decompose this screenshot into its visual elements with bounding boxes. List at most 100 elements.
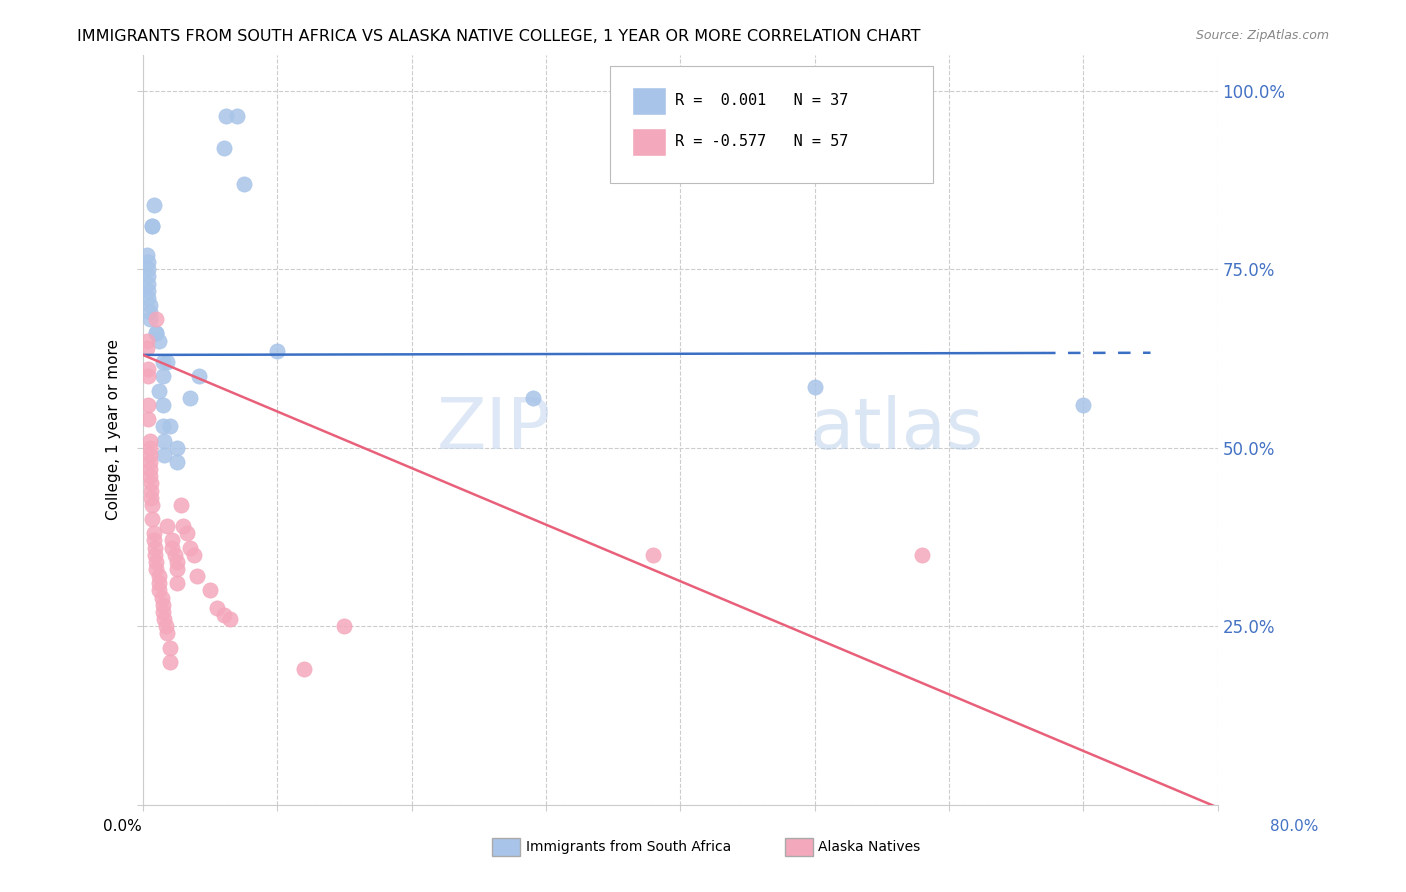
Point bbox=[803, 380, 825, 394]
Point bbox=[136, 291, 159, 305]
Text: Source: ZipAtlas.com: Source: ZipAtlas.com bbox=[1195, 29, 1329, 42]
Point bbox=[159, 655, 181, 669]
Bar bbox=[631, 128, 666, 156]
Point bbox=[138, 462, 160, 476]
Point bbox=[142, 533, 165, 548]
Point bbox=[136, 334, 159, 348]
Point bbox=[153, 448, 176, 462]
Point bbox=[179, 541, 201, 555]
Point bbox=[166, 455, 188, 469]
Text: Alaska Natives: Alaska Natives bbox=[818, 840, 921, 855]
Text: Immigrants from South Africa: Immigrants from South Africa bbox=[526, 840, 731, 855]
Point bbox=[136, 269, 159, 284]
Point bbox=[143, 548, 166, 562]
Point bbox=[159, 640, 181, 655]
Point bbox=[162, 533, 184, 548]
Point bbox=[183, 548, 205, 562]
Y-axis label: College, 1 year or more: College, 1 year or more bbox=[107, 339, 121, 520]
Point bbox=[152, 369, 174, 384]
Point bbox=[138, 298, 160, 312]
Point bbox=[522, 391, 544, 405]
Point bbox=[142, 526, 165, 541]
Bar bbox=[631, 87, 666, 115]
Point bbox=[159, 419, 181, 434]
Point bbox=[172, 519, 194, 533]
Point bbox=[198, 583, 221, 598]
Point bbox=[266, 344, 288, 359]
Point bbox=[176, 526, 198, 541]
Point bbox=[142, 198, 165, 212]
Point bbox=[139, 476, 162, 491]
Point bbox=[136, 369, 159, 384]
Point bbox=[136, 398, 159, 412]
Point bbox=[152, 605, 174, 619]
Point bbox=[911, 548, 934, 562]
Text: 80.0%: 80.0% bbox=[1271, 820, 1319, 834]
Point bbox=[1073, 398, 1095, 412]
Point bbox=[226, 109, 249, 123]
Point bbox=[219, 612, 242, 626]
Point bbox=[136, 255, 159, 269]
Point bbox=[148, 384, 170, 398]
Point bbox=[643, 548, 665, 562]
Text: R =  0.001   N = 37: R = 0.001 N = 37 bbox=[675, 94, 848, 108]
Point bbox=[232, 177, 254, 191]
Point bbox=[138, 312, 160, 326]
Point bbox=[136, 262, 159, 277]
Point bbox=[136, 362, 159, 376]
Point bbox=[153, 434, 176, 448]
Point bbox=[188, 369, 211, 384]
Point bbox=[139, 483, 162, 498]
Point bbox=[165, 548, 187, 562]
Point bbox=[141, 498, 163, 512]
Point bbox=[152, 398, 174, 412]
Point bbox=[136, 412, 159, 426]
Point bbox=[145, 562, 167, 576]
Point bbox=[138, 434, 160, 448]
Point bbox=[145, 312, 167, 326]
Point bbox=[145, 555, 167, 569]
Point bbox=[179, 391, 201, 405]
Point bbox=[141, 512, 163, 526]
Text: R = -0.577   N = 57: R = -0.577 N = 57 bbox=[675, 134, 848, 149]
Point bbox=[138, 441, 160, 455]
Text: IMMIGRANTS FROM SOUTH AFRICA VS ALASKA NATIVE COLLEGE, 1 YEAR OR MORE CORRELATIO: IMMIGRANTS FROM SOUTH AFRICA VS ALASKA N… bbox=[77, 29, 921, 44]
Point bbox=[162, 541, 184, 555]
Point bbox=[145, 326, 167, 341]
Point bbox=[156, 519, 179, 533]
Point bbox=[136, 341, 159, 355]
Point bbox=[152, 355, 174, 369]
Point bbox=[155, 619, 177, 633]
Point bbox=[136, 248, 159, 262]
Point bbox=[212, 141, 235, 155]
Point bbox=[150, 591, 173, 605]
Point bbox=[166, 441, 188, 455]
Point bbox=[292, 662, 315, 676]
Point bbox=[148, 334, 170, 348]
Point bbox=[1233, 623, 1256, 637]
Point bbox=[139, 491, 162, 505]
Point bbox=[153, 612, 176, 626]
Point bbox=[212, 608, 235, 623]
Point bbox=[148, 569, 170, 583]
Point bbox=[138, 305, 160, 319]
Text: 0.0%: 0.0% bbox=[103, 820, 142, 834]
Point bbox=[143, 541, 166, 555]
Point bbox=[148, 583, 170, 598]
Point bbox=[136, 277, 159, 291]
Point bbox=[205, 601, 228, 615]
Point bbox=[136, 284, 159, 298]
Text: atlas: atlas bbox=[810, 395, 984, 465]
Point bbox=[152, 598, 174, 612]
Point bbox=[186, 569, 208, 583]
Point bbox=[141, 219, 163, 234]
Point bbox=[156, 355, 179, 369]
Point bbox=[333, 619, 356, 633]
Point bbox=[166, 576, 188, 591]
Point bbox=[166, 555, 188, 569]
Point bbox=[152, 419, 174, 434]
Point bbox=[215, 109, 238, 123]
Point bbox=[148, 576, 170, 591]
Point bbox=[138, 455, 160, 469]
FancyBboxPatch shape bbox=[610, 66, 932, 183]
